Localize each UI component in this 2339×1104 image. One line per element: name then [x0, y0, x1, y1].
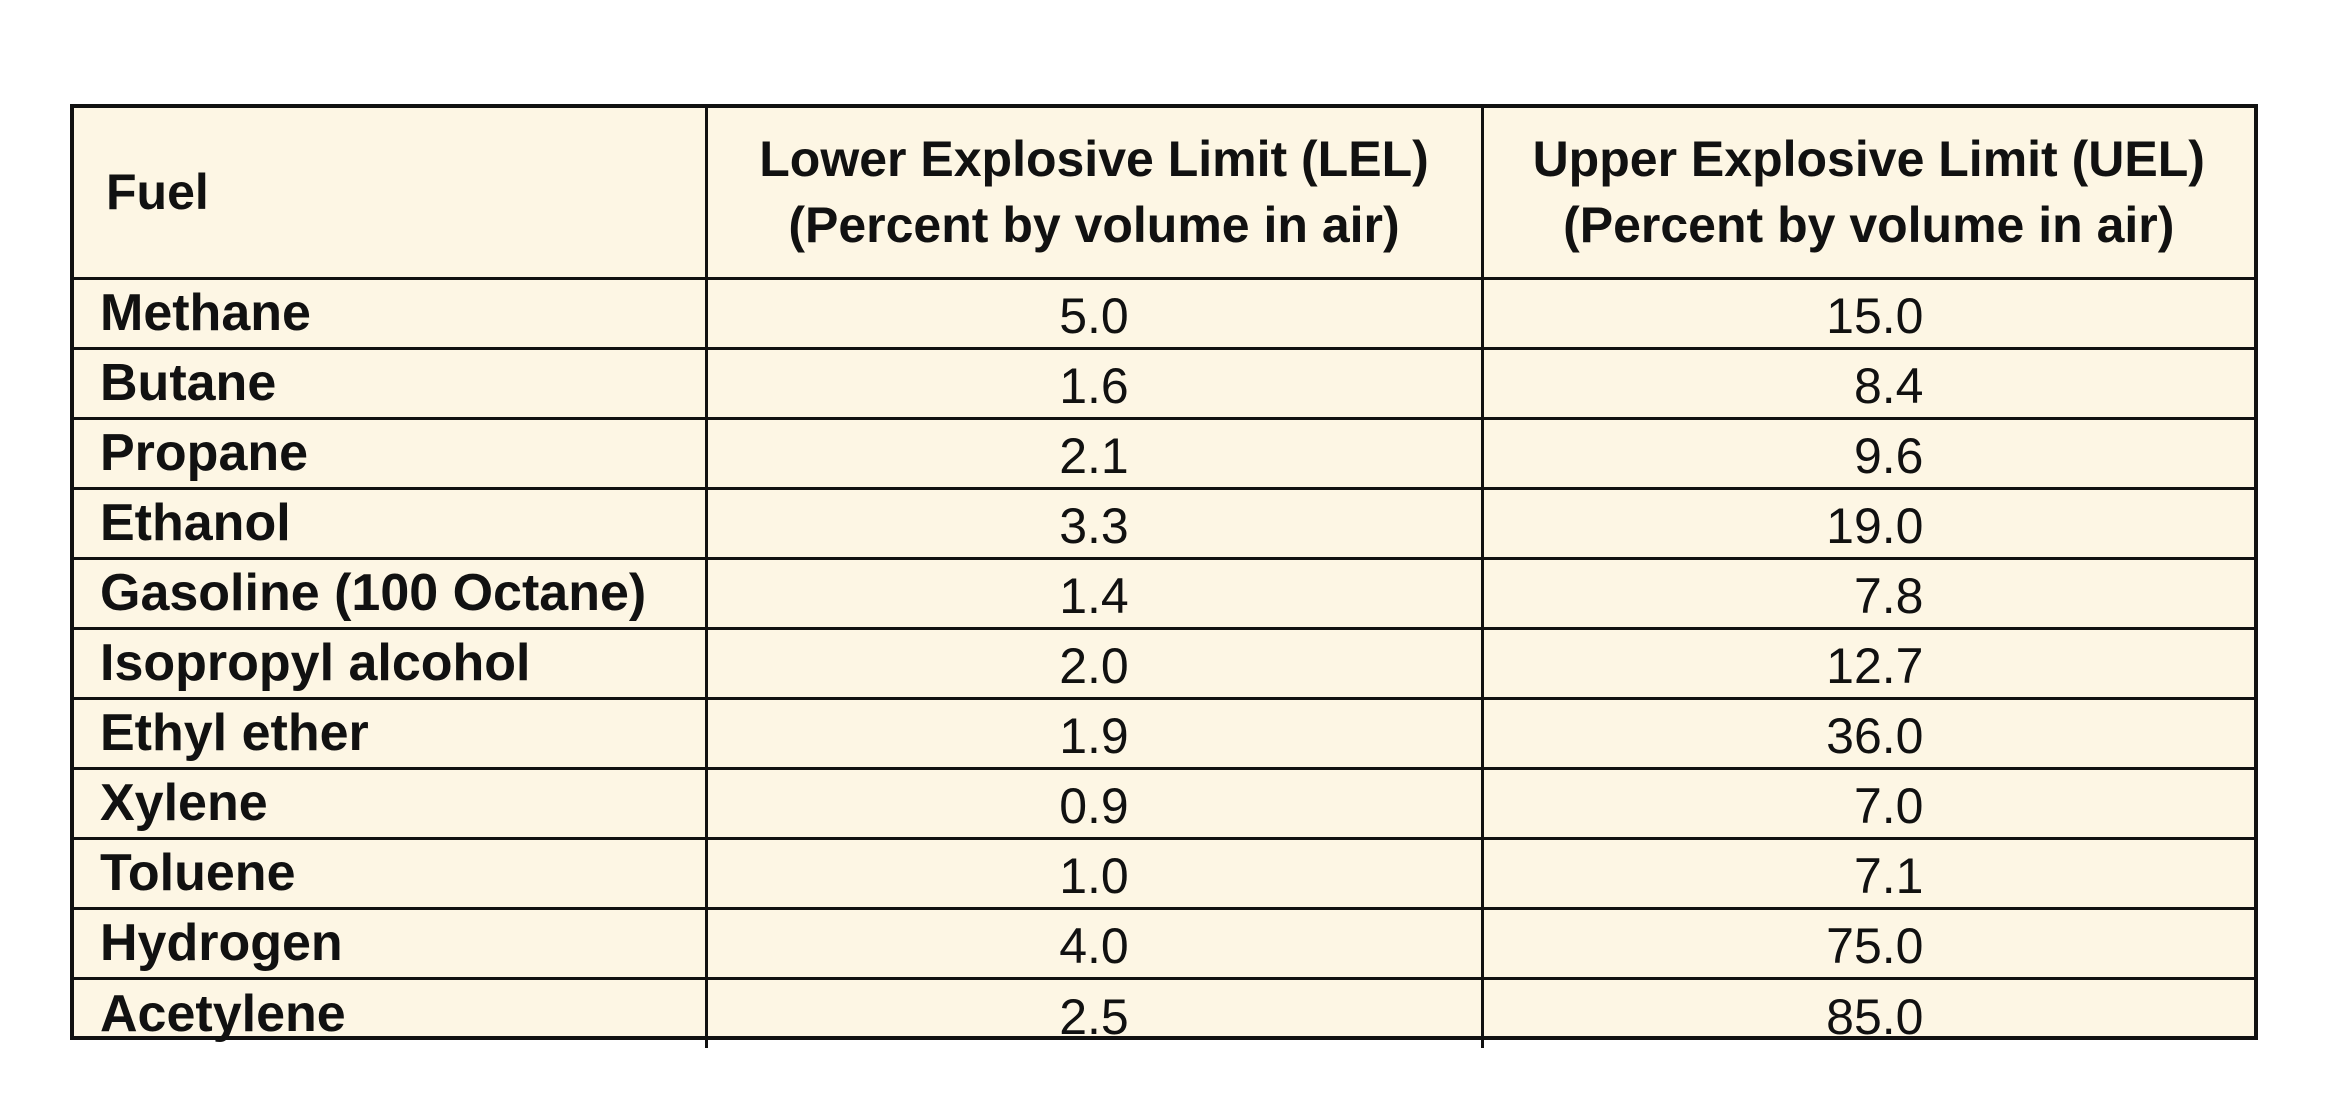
column-header-fuel-label: Fuel — [106, 164, 209, 221]
lel-cell: 1.9 — [704, 696, 1484, 770]
column-header-uel-unit: (Percent by volume in air) — [1563, 197, 2175, 254]
uel-cell: 7.1 — [1480, 836, 2254, 910]
uel-cell: 19.0 — [1480, 486, 2254, 560]
fuel-cell: Acetylene — [74, 976, 708, 1048]
fuel-cell: Propane — [74, 416, 708, 490]
uel-value: 19.0 — [1826, 498, 1924, 554]
uel-cell: 12.7 — [1480, 626, 2254, 700]
table-row: Propane 2.1 9.6 — [74, 416, 2254, 490]
table-row: Acetylene 2.5 85.0 — [74, 976, 2254, 1048]
uel-cell: 7.8 — [1480, 556, 2254, 630]
fuel-cell: Methane — [74, 276, 708, 350]
uel-value: 7.1 — [1853, 848, 1924, 904]
explosive-limits-table-container: Fuel Lower Explosive Limit (LEL) (Percen… — [70, 104, 2258, 1048]
table-row: Ethanol 3.3 19.0 — [74, 486, 2254, 560]
uel-value: 7.0 — [1853, 778, 1924, 834]
table-header-row: Fuel Lower Explosive Limit (LEL) (Percen… — [74, 108, 2254, 280]
column-header-lel-unit: (Percent by volume in air) — [788, 197, 1400, 254]
uel-value: 75.0 — [1826, 918, 1924, 974]
table-row: Toluene 1.0 7.1 — [74, 836, 2254, 910]
uel-value: 15.0 — [1826, 288, 1924, 344]
column-header-uel-title: Upper Explosive Limit (UEL) — [1532, 131, 2205, 188]
lel-cell: 1.6 — [704, 346, 1484, 420]
fuel-cell: Hydrogen — [74, 906, 708, 980]
uel-cell: 75.0 — [1480, 906, 2254, 980]
lel-cell: 1.4 — [704, 556, 1484, 630]
uel-value: 12.7 — [1826, 638, 1924, 694]
explosive-limits-table: Fuel Lower Explosive Limit (LEL) (Percen… — [74, 108, 2254, 1048]
lel-cell: 2.0 — [704, 626, 1484, 700]
uel-value: 7.8 — [1853, 568, 1924, 624]
uel-value: 36.0 — [1826, 708, 1924, 764]
fuel-cell: Gasoline (100 Octane) — [74, 556, 708, 630]
fuel-cell: Ethanol — [74, 486, 708, 560]
uel-cell: 9.6 — [1480, 416, 2254, 490]
fuel-cell: Toluene — [74, 836, 708, 910]
uel-value: 85.0 — [1826, 988, 1924, 1045]
column-header-lel-title: Lower Explosive Limit (LEL) — [759, 131, 1429, 188]
lel-cell: 5.0 — [704, 276, 1484, 350]
uel-cell: 36.0 — [1480, 696, 2254, 770]
lel-cell: 1.0 — [704, 836, 1484, 910]
fuel-cell: Xylene — [74, 766, 708, 840]
table-row: Xylene 0.9 7.0 — [74, 766, 2254, 840]
fuel-cell: Ethyl ether — [74, 696, 708, 770]
fuel-cell: Isopropyl alcohol — [74, 626, 708, 700]
table-row: Hydrogen 4.0 75.0 — [74, 906, 2254, 980]
table-row: Methane 5.0 15.0 — [74, 276, 2254, 350]
column-header-lel: Lower Explosive Limit (LEL) (Percent by … — [704, 108, 1484, 280]
table-row: Butane 1.6 8.4 — [74, 346, 2254, 420]
lel-cell: 3.3 — [704, 486, 1484, 560]
column-header-fuel: Fuel — [74, 108, 708, 280]
uel-cell: 15.0 — [1480, 276, 2254, 350]
lel-cell: 0.9 — [704, 766, 1484, 840]
uel-cell: 7.0 — [1480, 766, 2254, 840]
uel-cell: 8.4 — [1480, 346, 2254, 420]
uel-cell: 85.0 — [1480, 976, 2254, 1048]
lel-cell: 4.0 — [704, 906, 1484, 980]
table-row: Isopropyl alcohol 2.0 12.7 — [74, 626, 2254, 700]
column-header-uel: Upper Explosive Limit (UEL) (Percent by … — [1480, 108, 2254, 280]
uel-value: 9.6 — [1853, 428, 1924, 484]
fuel-cell: Butane — [74, 346, 708, 420]
table-row: Gasoline (100 Octane) 1.4 7.8 — [74, 556, 2254, 630]
table-row: Ethyl ether 1.9 36.0 — [74, 696, 2254, 770]
lel-cell: 2.5 — [704, 976, 1484, 1048]
lel-cell: 2.1 — [704, 416, 1484, 490]
uel-value: 8.4 — [1853, 358, 1924, 414]
